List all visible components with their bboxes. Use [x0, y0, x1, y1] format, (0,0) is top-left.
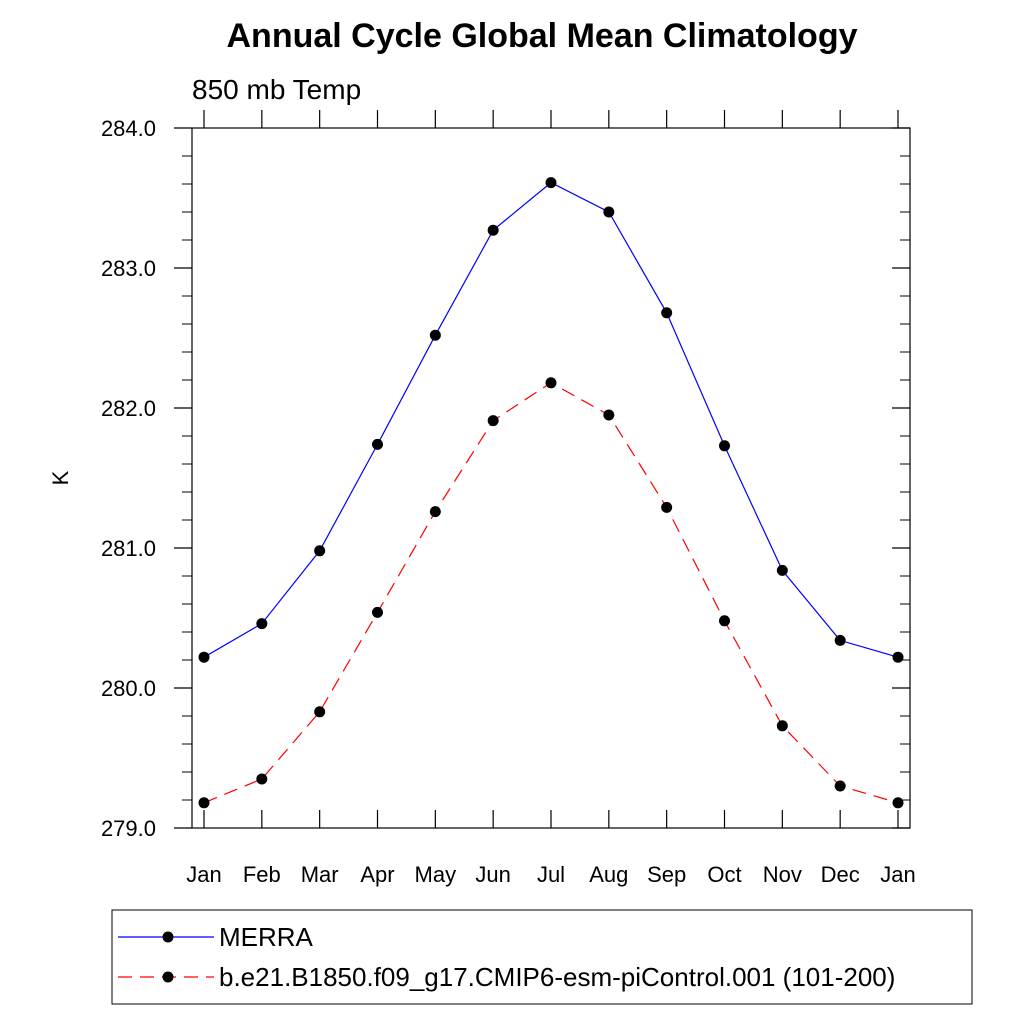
series-point: [256, 773, 268, 785]
x-tick-label: Nov: [763, 862, 802, 887]
x-tick-label: Jan: [880, 862, 915, 887]
axis-ticks: [174, 110, 910, 829]
legend-entry-label: b.e21.B1850.f09_g17.CMIP6-esm-piControl.…: [219, 962, 895, 992]
series-point: [198, 651, 210, 663]
chart-title: Annual Cycle Global Mean Climatology: [227, 17, 858, 55]
series-point: [776, 564, 788, 576]
series-point: [487, 415, 499, 427]
x-tick-label: Oct: [707, 862, 741, 887]
series-point: [256, 618, 268, 630]
series-point: [719, 440, 730, 452]
x-tick-label: Sep: [647, 862, 686, 887]
y-tick-label: 281.0: [101, 536, 156, 561]
x-tick-label: Dec: [821, 862, 860, 887]
y-axis-label: K: [48, 470, 73, 485]
series-point: [892, 651, 904, 663]
series-point: [719, 615, 730, 627]
x-tick-label: May: [415, 862, 457, 887]
legend-marker: [162, 931, 174, 943]
series-point: [603, 206, 615, 218]
series-point: [429, 506, 441, 518]
x-tick-label: Feb: [243, 862, 281, 887]
series-point: [661, 307, 673, 319]
series-point: [892, 797, 904, 809]
series-point: [603, 409, 615, 421]
x-tick-label: Jun: [475, 862, 510, 887]
series-line: [203, 382, 899, 804]
series-point: [776, 720, 788, 732]
y-tick-labels: 279.0 280.0 281.0 282.0 283.0 284.0: [101, 116, 156, 841]
series-point: [198, 797, 210, 809]
y-tick-label: 279.0: [101, 816, 156, 841]
y-tick-label: 282.0: [101, 396, 156, 421]
legend: MERRA b.e21.B1850.f09_g17.CMIP6-esm-piCon…: [118, 922, 895, 992]
x-tick-label: Jul: [537, 862, 565, 887]
x-tick-label: Apr: [360, 862, 394, 887]
legend-box: [111, 909, 973, 1005]
series-point: [372, 438, 383, 450]
series-point: [314, 545, 326, 557]
series-line: [203, 181, 899, 658]
series-point: [661, 501, 673, 513]
series-point: [834, 780, 846, 792]
chart-subtitle: 850 mb Temp: [192, 74, 361, 105]
x-tick-label: Mar: [301, 862, 339, 887]
x-tick-labels: Jan Feb Mar Apr May Jun Jul Aug Sep Oct Nov Dec Jan: [186, 862, 915, 887]
x-tick-label: Jan: [186, 862, 221, 887]
x-tick-label: Aug: [589, 862, 628, 887]
series-point: [314, 706, 326, 718]
series-point: [429, 329, 441, 341]
series-point: [545, 377, 557, 389]
y-tick-label: 284.0: [101, 116, 156, 141]
series-point: [487, 224, 499, 236]
legend-entry-label: MERRA: [219, 922, 314, 952]
series-point: [372, 606, 383, 618]
series-layer: [198, 177, 904, 809]
series-point: [834, 634, 846, 646]
y-tick-label: 280.0: [101, 676, 156, 701]
legend-marker: [162, 971, 174, 983]
y-tick-label: 283.0: [101, 256, 156, 281]
plot-frame: [191, 127, 911, 829]
series-point: [545, 177, 557, 189]
